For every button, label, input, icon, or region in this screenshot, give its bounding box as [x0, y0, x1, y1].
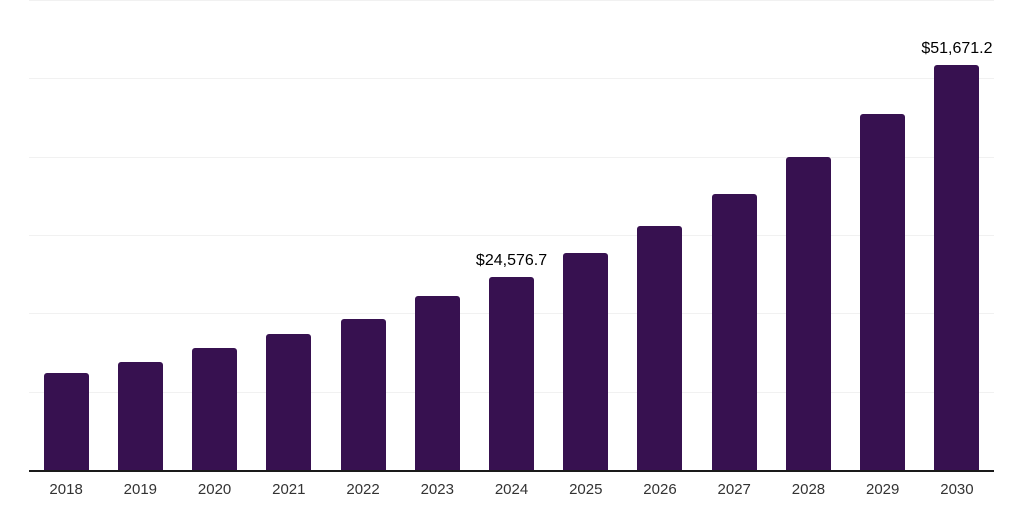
bar-2021	[266, 333, 312, 470]
x-tick-2027: 2027	[717, 481, 751, 498]
gridline	[29, 156, 994, 158]
bar-slot	[697, 0, 771, 470]
x-tick-2026: 2026	[643, 481, 677, 498]
x-tick-2030: 2030	[940, 481, 974, 498]
bar-slot	[29, 0, 103, 470]
bar-2030	[934, 65, 980, 470]
bar-2020	[192, 347, 238, 470]
x-axis: 2018 2019 2020 2021 2022 2023 2024 2025 2026 2027…	[29, 482, 994, 497]
bar-2024	[489, 277, 535, 470]
x-tick-2028: 2028	[791, 481, 826, 498]
bar-slot	[252, 0, 326, 470]
gridline	[29, 235, 994, 236]
bar-2026	[637, 225, 683, 470]
bar-slot: $24,576.7	[474, 0, 548, 470]
bar-2028	[785, 156, 831, 470]
bar-value-label: $24,576.7	[475, 252, 548, 270]
bar-slot	[103, 0, 177, 470]
x-tick-2025: 2025	[569, 481, 603, 498]
bar-2025	[563, 252, 609, 470]
x-tick-2029: 2029	[866, 481, 900, 498]
bar-slot: $51,671.2	[920, 0, 994, 470]
bar-row: $24,576.7 $51,671.2	[29, 0, 994, 470]
bar-slot	[400, 0, 474, 470]
x-tick-2024: 2024	[494, 481, 529, 498]
bar-slot	[549, 0, 623, 470]
bar-slot	[771, 0, 845, 470]
bar-slot	[846, 0, 920, 470]
bar-2019	[117, 361, 163, 470]
gridline	[29, 0, 994, 1]
bar-slot	[623, 0, 697, 470]
x-tick-2018: 2018	[49, 481, 83, 498]
x-tick-2022: 2022	[346, 481, 380, 498]
x-tick-2023: 2023	[420, 481, 454, 498]
bar-2022	[340, 319, 386, 470]
bar-2023	[414, 296, 460, 470]
bar-2018	[43, 372, 89, 470]
gridline	[29, 78, 994, 80]
x-tick-2021: 2021	[272, 481, 306, 498]
bar-slot	[177, 0, 251, 470]
bar-value-label: $51,671.2	[921, 40, 993, 58]
plot-area: $24,576.7 $51,671.2	[29, 0, 994, 472]
x-tick-2020: 2020	[197, 481, 232, 498]
bar-slot	[326, 0, 400, 470]
bar-2027	[711, 193, 757, 470]
x-tick-2019: 2019	[123, 481, 158, 498]
bar-2029	[860, 114, 906, 470]
